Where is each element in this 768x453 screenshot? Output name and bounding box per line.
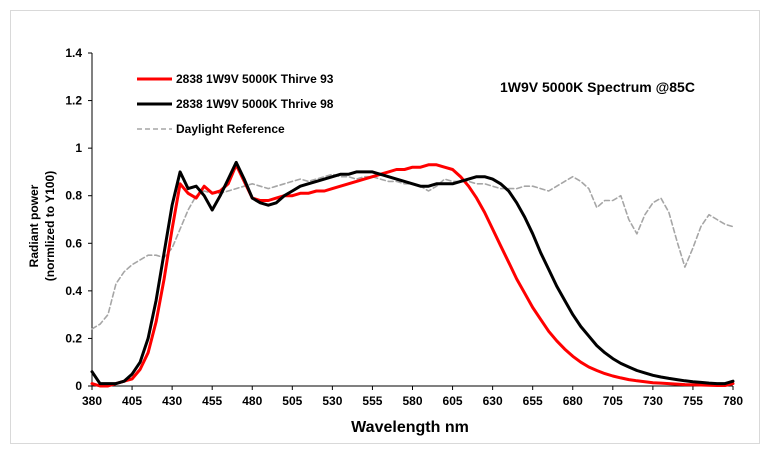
y-axis-title-line2: (normlized to Y100) xyxy=(43,171,57,281)
series-line-1 xyxy=(90,163,735,388)
x-tick-label: 405 xyxy=(122,394,142,408)
y-tick-label: 1.2 xyxy=(65,94,82,108)
x-tick-label: 530 xyxy=(322,394,342,408)
x-tick-label: 455 xyxy=(202,394,222,408)
x-tick-label: 680 xyxy=(563,394,583,408)
x-tick-label: 430 xyxy=(162,394,182,408)
x-tick-label: 580 xyxy=(402,394,422,408)
x-tick-label: 605 xyxy=(443,394,463,408)
series-line-2 xyxy=(90,160,735,386)
y-tick-label: 1 xyxy=(75,141,82,155)
legend-label-1: 2838 1W9V 5000K Thirve 93 xyxy=(176,72,334,86)
x-tick-label: 705 xyxy=(603,394,623,408)
x-tick-label: 480 xyxy=(242,394,262,408)
x-tick-label: 780 xyxy=(723,394,743,408)
y-tick-label: 0.8 xyxy=(65,189,82,203)
legend-label-3: Daylight Reference xyxy=(176,122,285,136)
y-tick-labels: 0 0.2 0.4 0.6 0.8 1 1.2 1.4 xyxy=(65,46,92,393)
x-tick-labels: 380 405 430 455 480 505 530 555 580 605 630 655 680 7… xyxy=(82,386,743,408)
legend-label-2: 2838 1W9V 5000K Thrive 98 xyxy=(176,97,334,111)
x-tick-label: 730 xyxy=(643,394,663,408)
series-lines xyxy=(90,160,735,388)
y-axis-title-line1: Radiant power xyxy=(27,184,41,267)
x-tick-label: 555 xyxy=(362,394,382,408)
x-tick-label: 655 xyxy=(523,394,543,408)
chart-title: 1W9V 5000K Spectrum @85C xyxy=(500,79,695,95)
x-tick-label: 755 xyxy=(683,394,703,408)
x-axis-title: Wavelength nm xyxy=(351,419,469,436)
series-line-3 xyxy=(91,173,734,330)
y-tick-label: 0.6 xyxy=(65,236,82,250)
x-tick-label: 505 xyxy=(282,394,302,408)
x-tick-label: 630 xyxy=(483,394,503,408)
y-tick-label: 0 xyxy=(75,379,82,393)
y-axis-title: Radiant power (normlized to Y100) xyxy=(27,171,57,281)
legend: 2838 1W9V 5000K Thirve 93 2838 1W9V 5000K… xyxy=(137,72,334,136)
y-tick-label: 0.4 xyxy=(65,284,82,298)
y-tick-label: 0.2 xyxy=(65,331,82,345)
x-tick-label: 380 xyxy=(82,394,102,408)
y-tick-label: 1.4 xyxy=(65,46,82,60)
